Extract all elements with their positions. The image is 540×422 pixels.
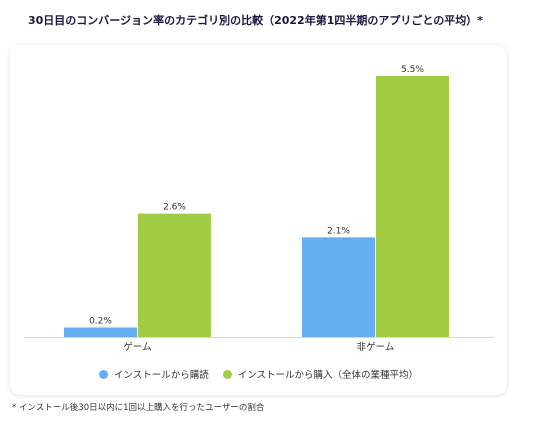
data-label-1-1: 5.5% [401,65,424,75]
x-tick-label-1: 非ゲーム [357,341,395,353]
x-tick-label-0: ゲーム [123,341,151,353]
footnote: * インストール後30日以内に1回以上購入を行ったユーザーの割合 [12,403,265,413]
legend: インストールから購読 インストールから購入（全体の業種平均） [10,367,507,381]
bar-1-0 [302,237,375,337]
legend-item-subscription: インストールから購読 [98,367,209,381]
bar-chart: 0.2% 2.6% ゲーム 2.1% 5.5% 非ゲーム [24,65,494,353]
legend-item-purchase: インストールから購入（全体の業種平均） [222,367,419,381]
bar-0-1 [138,213,211,337]
data-label-0-1: 2.6% [163,203,186,213]
data-label-1-0: 2.1% [327,226,350,236]
legend-label-purchase: インストールから購入（全体の業種平均） [237,370,419,381]
legend-swatch-purchase [222,369,232,379]
chart-title: 30日目のコンバージョン率のカテゴリ別の比較（2022年第1四半期のアプリごとの… [28,14,483,27]
bar-1-1 [376,76,449,337]
chart-card: 0.2% 2.6% ゲーム 2.1% 5.5% 非ゲーム インストールから購読 インストー… [10,45,507,395]
legend-label-subscription: インストールから購読 [113,370,209,381]
data-label-0-0: 0.2% [89,317,112,327]
bar-0-0 [64,327,137,337]
legend-swatch-subscription [98,369,108,379]
